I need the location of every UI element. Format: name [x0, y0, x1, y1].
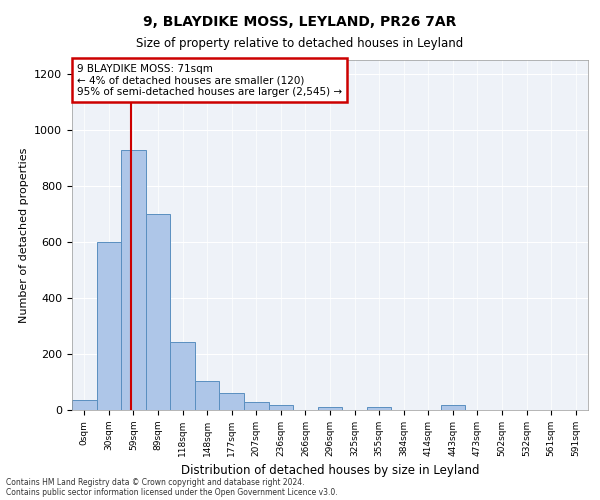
Bar [146, 214, 170, 410]
Bar [195, 381, 220, 410]
Bar [244, 402, 269, 410]
Bar [440, 405, 465, 410]
Bar [318, 407, 342, 410]
Bar [72, 400, 97, 410]
Text: 9, BLAYDIKE MOSS, LEYLAND, PR26 7AR: 9, BLAYDIKE MOSS, LEYLAND, PR26 7AR [143, 15, 457, 29]
Bar [367, 407, 391, 410]
Bar [220, 393, 244, 410]
Bar [121, 150, 146, 410]
Text: Contains public sector information licensed under the Open Government Licence v3: Contains public sector information licen… [6, 488, 338, 497]
Bar [97, 242, 121, 410]
Bar [269, 405, 293, 410]
Text: Contains HM Land Registry data © Crown copyright and database right 2024.: Contains HM Land Registry data © Crown c… [6, 478, 305, 487]
Text: Size of property relative to detached houses in Leyland: Size of property relative to detached ho… [136, 38, 464, 51]
Y-axis label: Number of detached properties: Number of detached properties [19, 148, 29, 322]
Bar [170, 342, 195, 410]
X-axis label: Distribution of detached houses by size in Leyland: Distribution of detached houses by size … [181, 464, 479, 477]
Text: 9 BLAYDIKE MOSS: 71sqm
← 4% of detached houses are smaller (120)
95% of semi-det: 9 BLAYDIKE MOSS: 71sqm ← 4% of detached … [77, 64, 342, 96]
